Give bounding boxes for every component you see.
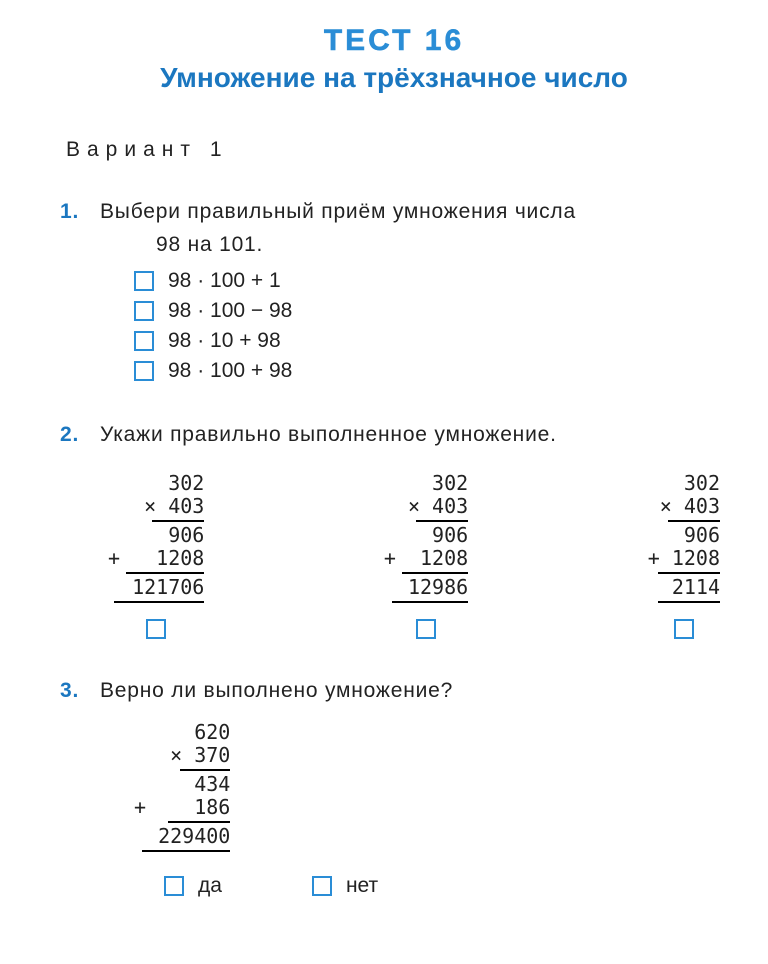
q1-option-text: 98 · 100 + 98 [168,359,292,383]
q3-answer-no: нет [312,874,378,898]
no-label: нет [346,874,378,898]
q1-text-line2: 98 на 101. [156,233,263,256]
checkbox[interactable] [674,619,694,639]
q1-number: 1. [60,196,86,229]
variant-label: Вариант 1 [66,138,728,162]
checkbox[interactable] [134,361,154,381]
q1-option: 98 · 100 + 98 [134,359,728,383]
question-3: 3. Верно ли выполнено умножение? 620 × 3… [60,675,728,899]
long-multiplication: 302 × 403 906 + 1208 121706 [108,472,204,605]
checkbox[interactable] [134,301,154,321]
q1-text-line1: Выбери правильный приём умножения числа [100,200,576,223]
checkbox[interactable] [134,331,154,351]
test-subtitle: Умножение на трёхзначное число [60,62,728,94]
q2-column: 302 × 403 906 + 1208 121706 [108,472,204,639]
q2-text: Укажи правильно выполненное умножение. [100,419,728,452]
test-number-title: ТЕСТ 16 [60,24,728,58]
q3-number: 3. [60,675,86,708]
long-multiplication: 620 × 370 434 + 186 229400 [134,721,230,854]
checkbox[interactable] [164,876,184,896]
checkbox[interactable] [312,876,332,896]
checkbox[interactable] [134,271,154,291]
q1-option: 98 · 100 − 98 [134,299,728,323]
q1-option-text: 98 · 100 + 1 [168,269,281,293]
q3-answer-yes: да [164,874,222,898]
q2-number: 2. [60,419,86,452]
q1-option-text: 98 · 10 + 98 [168,329,281,353]
question-2: 2. Укажи правильно выполненное умножение… [60,419,728,639]
question-1: 1. Выбери правильный приём умножения чис… [60,196,728,383]
q2-column: 302 × 403 906 + 1208 12986 [384,472,468,639]
yes-label: да [198,874,222,898]
long-multiplication: 302 × 403 906 + 1208 12986 [384,472,468,605]
q2-column: 302 × 403 906 + 1208 2114 [648,472,720,639]
q3-text: Верно ли выполнено умножение? [100,675,728,708]
checkbox[interactable] [416,619,436,639]
checkbox[interactable] [146,619,166,639]
q1-option-text: 98 · 100 − 98 [168,299,292,323]
q1-option: 98 · 10 + 98 [134,329,728,353]
long-multiplication: 302 × 403 906 + 1208 2114 [648,472,720,605]
q1-option: 98 · 100 + 1 [134,269,728,293]
